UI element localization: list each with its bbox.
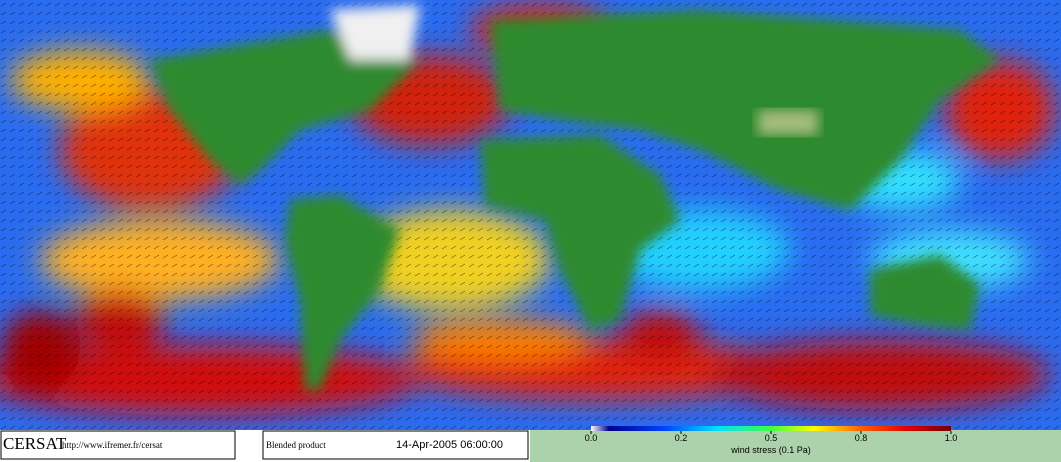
colorbar-tick-label: 1.0 xyxy=(945,433,958,443)
colorbar-tick-label: 0.8 xyxy=(855,433,868,443)
continents xyxy=(150,5,1000,390)
url: http://www.ifremer.fr/cersat xyxy=(62,440,163,450)
datetime: 14-Apr-2005 06:00:00 xyxy=(396,439,503,451)
logo-box xyxy=(0,430,236,460)
colorbar-tick-label: 0.2 xyxy=(675,433,688,443)
product: Blended product xyxy=(266,440,326,450)
logo: CERSAT xyxy=(3,434,67,453)
colorbar-tick-label: 0.5 xyxy=(765,433,778,443)
colorbar xyxy=(591,426,951,431)
footer-land xyxy=(530,430,1061,462)
colorbar-tick-label: 0.0 xyxy=(585,433,598,443)
plateau xyxy=(758,110,818,135)
colorbar-label: wind stress (0.1 Pa) xyxy=(730,445,811,455)
product-box xyxy=(262,430,529,460)
